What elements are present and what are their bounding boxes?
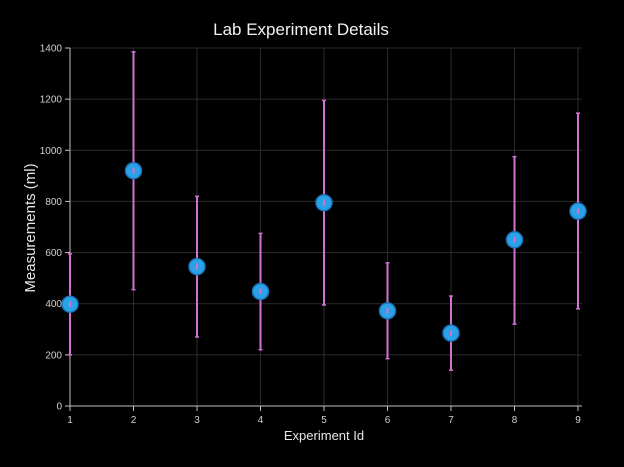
x-tick-label: 5	[321, 415, 327, 426]
x-tick-label: 1	[67, 415, 73, 426]
y-tick-label: 1000	[40, 146, 63, 157]
y-tick-label: 200	[45, 350, 62, 361]
x-tick-label: 2	[131, 415, 137, 426]
data-series	[61, 51, 587, 371]
y-axis-title: Measurements (ml)	[22, 163, 39, 292]
x-tick-label: 6	[385, 415, 391, 426]
y-tick-label: 400	[45, 299, 62, 310]
x-tick-label: 4	[258, 415, 264, 426]
x-tick-label: 9	[575, 415, 581, 426]
tick-labels: 0 200 400 600 800 1000 1200 1400 1 2 3 4 5 6 7 8 9	[40, 44, 581, 427]
x-tick-label: 7	[448, 415, 454, 426]
y-tick-label: 0	[56, 402, 62, 413]
y-tick-label: 1400	[40, 44, 63, 55]
x-tick-label: 8	[512, 415, 518, 426]
x-axis-title: Experiment Id	[284, 428, 364, 443]
y-tick-label: 800	[45, 197, 62, 208]
grid-lines	[69, 47, 582, 406]
chart-title: Lab Experiment Details	[213, 20, 389, 39]
y-tick-label: 600	[45, 248, 62, 259]
y-tick-label: 1200	[40, 95, 63, 106]
x-tick-label: 3	[194, 415, 200, 426]
